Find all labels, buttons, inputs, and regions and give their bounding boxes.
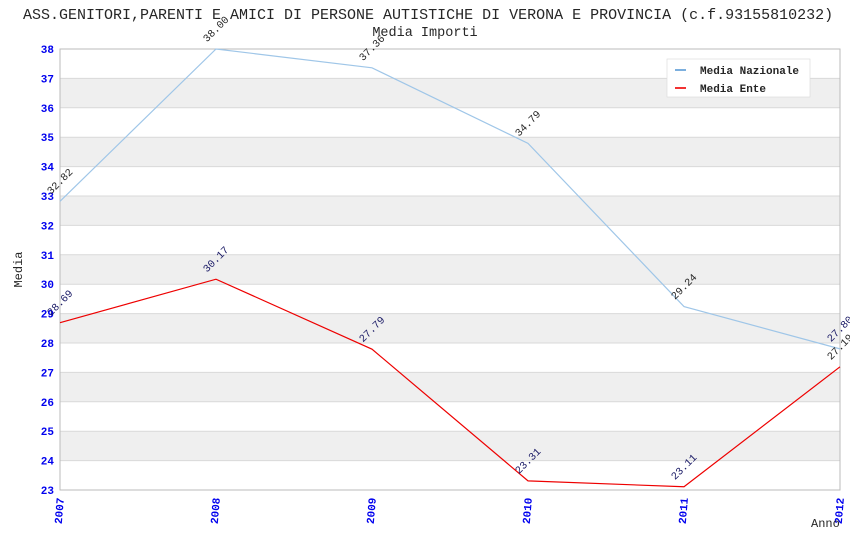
svg-text:36: 36 <box>41 104 54 116</box>
svg-text:37: 37 <box>41 74 54 86</box>
svg-text:Media Nazionale: Media Nazionale <box>700 66 799 78</box>
svg-text:31: 31 <box>41 251 55 263</box>
svg-text:2011: 2011 <box>678 497 692 525</box>
svg-text:Media: Media <box>12 251 26 287</box>
svg-text:24: 24 <box>41 457 55 469</box>
svg-text:34.79: 34.79 <box>513 109 544 140</box>
svg-text:28: 28 <box>41 339 55 351</box>
svg-text:38: 38 <box>41 45 55 57</box>
svg-text:32: 32 <box>41 221 54 233</box>
svg-text:27: 27 <box>41 368 54 380</box>
svg-text:Media Ente: Media Ente <box>700 84 766 96</box>
svg-text:Anno: Anno <box>811 517 840 531</box>
svg-text:25: 25 <box>41 427 55 439</box>
svg-text:2008: 2008 <box>210 497 224 525</box>
svg-text:26: 26 <box>41 398 54 410</box>
svg-text:2010: 2010 <box>522 497 536 524</box>
svg-text:23: 23 <box>41 486 55 498</box>
svg-text:2009: 2009 <box>366 497 380 524</box>
svg-text:35: 35 <box>41 133 55 145</box>
svg-text:30: 30 <box>41 280 54 292</box>
svg-text:2007: 2007 <box>54 497 68 524</box>
svg-text:34: 34 <box>41 163 55 175</box>
